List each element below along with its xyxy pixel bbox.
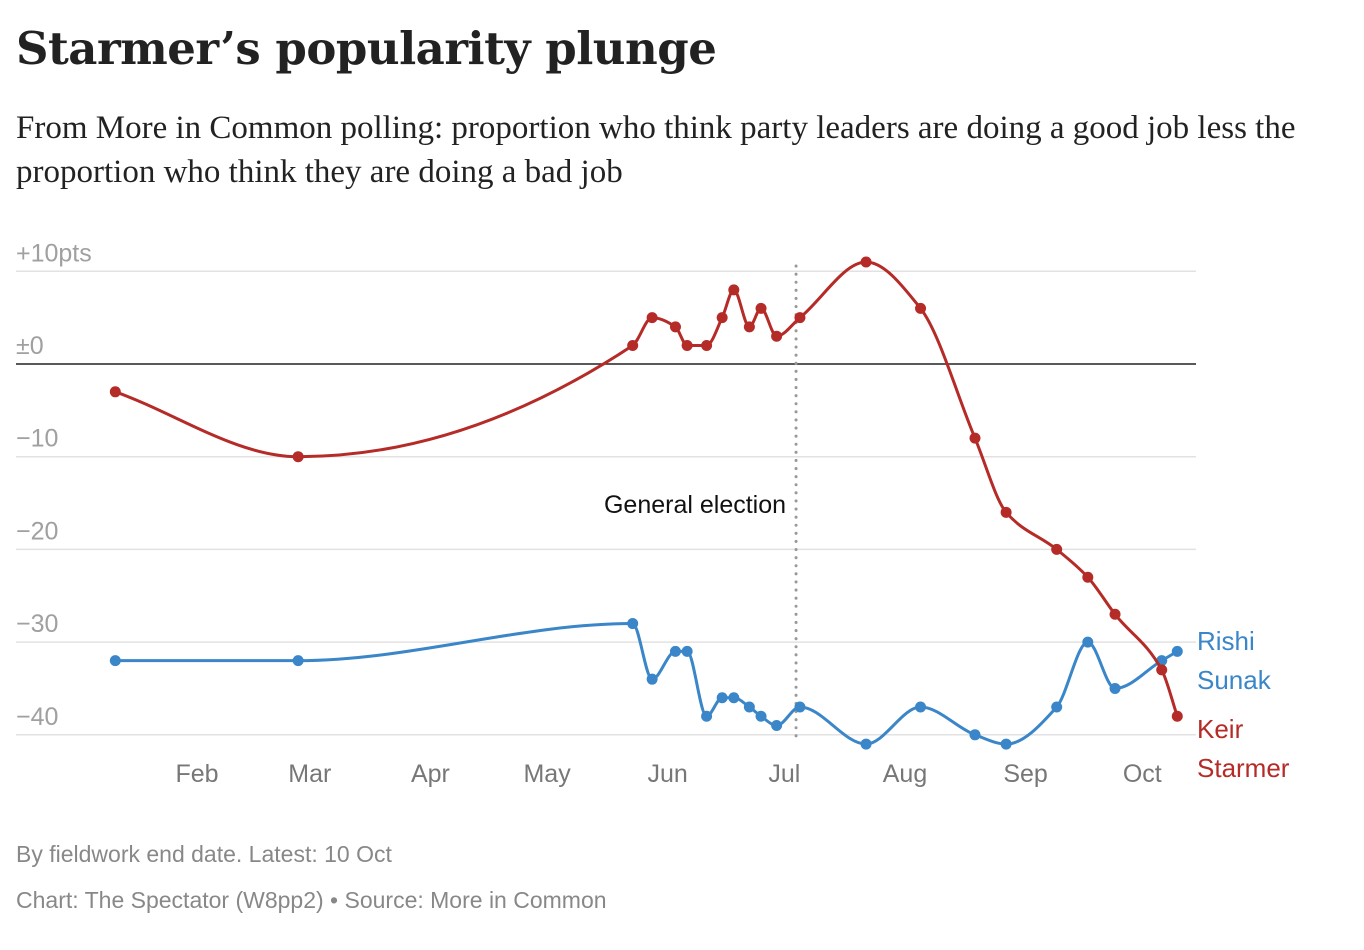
rishi-sunak-label: Rishi bbox=[1197, 626, 1255, 656]
keir-starmer-point bbox=[1000, 506, 1012, 518]
x-tick-label: Mar bbox=[288, 760, 331, 788]
y-tick-label: −30 bbox=[16, 610, 58, 638]
keir-starmer-label: Starmer bbox=[1197, 753, 1290, 783]
keir-starmer-point bbox=[771, 330, 783, 342]
rishi-sunak-point bbox=[728, 692, 740, 704]
rishi-sunak-point bbox=[969, 729, 981, 741]
keir-starmer-point bbox=[292, 451, 304, 463]
keir-starmer-point bbox=[1171, 710, 1183, 722]
election-label: General election bbox=[604, 491, 786, 519]
keir-starmer-point bbox=[1156, 664, 1168, 676]
rishi-sunak-point bbox=[646, 673, 658, 685]
keir-starmer-point bbox=[701, 339, 713, 351]
rishi-sunak-point bbox=[716, 692, 728, 704]
x-tick-label: Jun bbox=[648, 760, 688, 788]
rishi-sunak-point bbox=[109, 655, 121, 667]
keir-starmer-point bbox=[743, 321, 755, 333]
rishi-sunak-point bbox=[1000, 738, 1012, 750]
keir-starmer-point bbox=[646, 312, 658, 324]
keir-starmer-label: Keir bbox=[1197, 714, 1244, 744]
chart-subtitle: From More in Common polling: proportion … bbox=[16, 110, 1296, 190]
y-tick-label: −10 bbox=[16, 425, 58, 453]
y-tick-label: ±0 bbox=[16, 332, 44, 360]
rishi-sunak-point bbox=[1109, 682, 1121, 694]
keir-starmer-line bbox=[114, 260, 1179, 717]
rishi-sunak-point bbox=[701, 710, 713, 722]
keir-starmer-point bbox=[109, 386, 121, 398]
rishi-sunak-point bbox=[292, 655, 304, 667]
footer-credit: Chart: The Spectator (W8pp2) • Source: M… bbox=[16, 887, 607, 913]
x-tick-label: Sep bbox=[1003, 760, 1047, 788]
keir-starmer-point bbox=[1082, 571, 1094, 583]
keir-starmer-point bbox=[728, 284, 740, 296]
rishi-sunak-point bbox=[743, 701, 755, 713]
keir-starmer-point bbox=[1051, 543, 1063, 555]
rishi-sunak-point bbox=[771, 720, 783, 732]
keir-starmer-point bbox=[669, 321, 681, 333]
rishi-sunak-point bbox=[1082, 636, 1094, 648]
rishi-sunak-point bbox=[794, 701, 806, 713]
rishi-sunak-point bbox=[915, 701, 927, 713]
x-tick-label: Jul bbox=[768, 760, 800, 788]
footer-note: By fieldwork end date. Latest: 10 Oct bbox=[16, 841, 392, 867]
keir-starmer-point bbox=[755, 302, 767, 314]
x-tick-label: May bbox=[523, 760, 571, 788]
y-tick-label: −40 bbox=[16, 703, 58, 731]
rishi-sunak-point bbox=[681, 645, 693, 657]
x-tick-label: Aug bbox=[883, 760, 927, 788]
keir-starmer-point bbox=[1109, 608, 1121, 620]
keir-starmer-point bbox=[860, 256, 872, 268]
keir-starmer-point bbox=[681, 339, 693, 351]
rishi-sunak-point bbox=[1171, 645, 1183, 657]
rishi-sunak-point bbox=[1051, 701, 1063, 713]
rishi-sunak-point bbox=[627, 618, 639, 630]
rishi-sunak-point bbox=[755, 710, 767, 722]
x-tick-label: Apr bbox=[411, 760, 450, 788]
y-tick-label: +10pts bbox=[16, 239, 92, 267]
keir-starmer-point bbox=[969, 432, 981, 444]
rishi-sunak-label: Sunak bbox=[1197, 665, 1272, 695]
chart-title: Starmer’s popularity plunge bbox=[16, 22, 717, 75]
keir-starmer-point bbox=[716, 312, 728, 324]
keir-starmer-point bbox=[627, 339, 639, 351]
rishi-sunak-point bbox=[669, 645, 681, 657]
y-tick-label: −20 bbox=[16, 517, 58, 545]
keir-starmer-point bbox=[915, 302, 927, 314]
keir-starmer-point bbox=[794, 312, 806, 324]
x-tick-label: Feb bbox=[175, 760, 218, 788]
rishi-sunak-point bbox=[860, 738, 872, 750]
x-tick-label: Oct bbox=[1123, 760, 1162, 788]
